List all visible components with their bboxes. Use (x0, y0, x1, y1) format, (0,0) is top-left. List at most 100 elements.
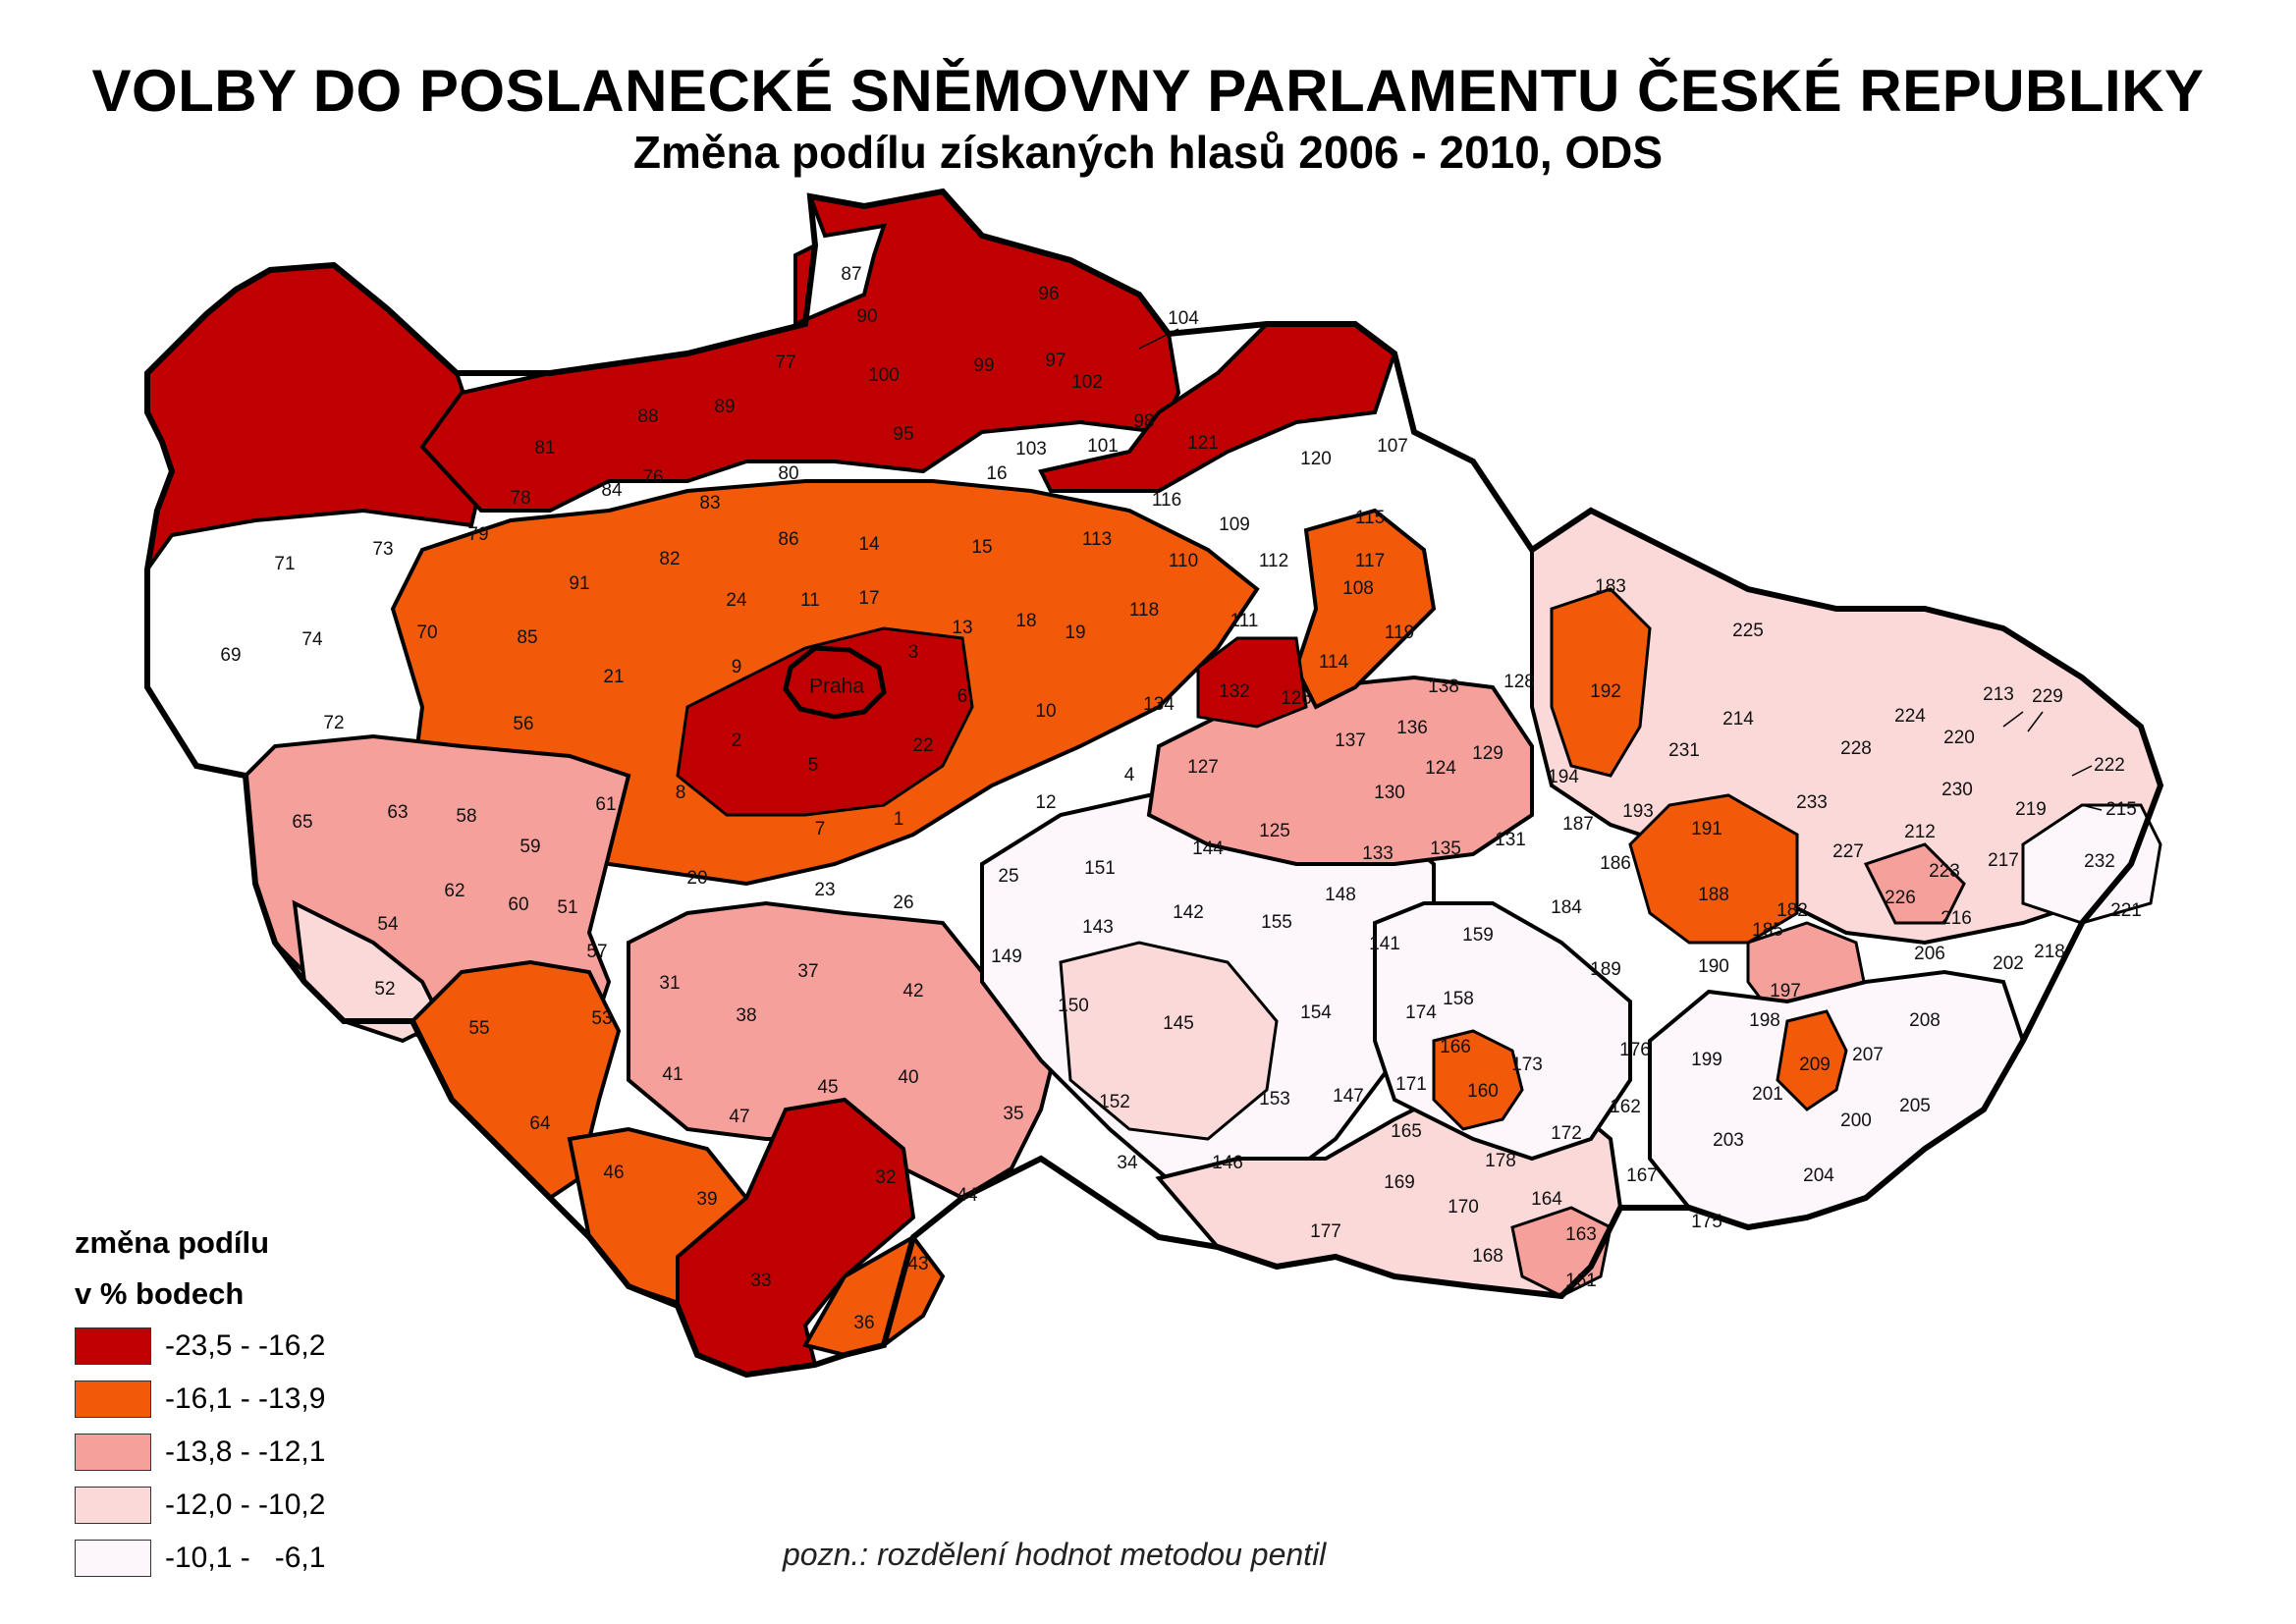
district-label: 171 (1395, 1074, 1427, 1095)
region-west-dark (145, 262, 489, 571)
region-east-pink (1863, 842, 1966, 925)
district-label: 227 (1832, 841, 1864, 862)
district-label: 203 (1713, 1130, 1744, 1151)
district-label: 13 (952, 618, 972, 638)
district-label: 54 (377, 914, 399, 935)
district-label: 198 (1749, 1010, 1780, 1031)
district-label: 82 (659, 549, 680, 569)
district-label: 89 (714, 397, 735, 417)
district-label: 121 (1187, 433, 1219, 454)
legend-item: -12,0 - -10,2 (75, 1479, 325, 1532)
district-label: 14 (858, 534, 880, 555)
leader-line-104 (1138, 328, 1179, 350)
district-label: 8 (676, 783, 686, 803)
district-label: 100 (868, 365, 900, 386)
district-label: 201 (1752, 1084, 1783, 1105)
district-label: 205 (1899, 1096, 1931, 1116)
district-label: 19 (1065, 623, 1085, 643)
district-label: 131 (1495, 830, 1526, 850)
district-label: 117 (1355, 551, 1385, 571)
district-label: 9 (732, 657, 742, 677)
district-label: 112 (1259, 551, 1288, 571)
district-label: 128 (1503, 672, 1535, 692)
district-label: 187 (1562, 814, 1594, 835)
map-title: VOLBY DO POSLANECKÉ SNĚMOVNY PARLAMENTU … (91, 58, 2205, 124)
district-label: 146 (1212, 1153, 1243, 1173)
district-label: 212 (1904, 822, 1936, 842)
region-east-white (2021, 803, 2162, 925)
district-label: 170 (1448, 1197, 1479, 1218)
district-label: 202 (1993, 953, 2024, 974)
district-label: 62 (444, 881, 465, 901)
legend-swatch (75, 1434, 151, 1471)
district-label: 59 (519, 837, 540, 857)
region-south-bohemia (627, 900, 1064, 1201)
district-label: 172 (1551, 1123, 1582, 1144)
method-note: pozn.: rozdělení hodnot metodou pentil (783, 1537, 1327, 1572)
district-label: 73 (372, 539, 393, 560)
district-label: 208 (1909, 1010, 1941, 1031)
district-label: 144 (1192, 839, 1224, 859)
district-label: 164 (1531, 1189, 1562, 1210)
legend-item: -16,1 - -13,9 (75, 1373, 325, 1426)
district-label: 69 (220, 645, 241, 666)
district-label: 226 (1885, 888, 1916, 908)
district-label: 70 (416, 623, 437, 643)
district-label: 18 (1015, 611, 1036, 631)
map-subtitle: Změna podílu získaných hlasů 2006 - 2010… (632, 127, 1664, 178)
district-label: 96 (1038, 284, 1059, 304)
district-label: 229 (2032, 686, 2063, 707)
district-label: 33 (750, 1271, 771, 1291)
district-label: 176 (1619, 1040, 1651, 1060)
district-label: 147 (1333, 1086, 1364, 1107)
district-label: 63 (387, 802, 408, 823)
district-label: 110 (1169, 551, 1198, 571)
district-label: 53 (591, 1008, 612, 1029)
district-label: 218 (2034, 942, 2065, 962)
district-label: 162 (1610, 1097, 1641, 1117)
legend-range-label: -16,1 - -13,9 (165, 1382, 326, 1415)
district-label: 141 (1369, 934, 1400, 954)
district-label: 35 (1003, 1104, 1023, 1124)
district-label: 23 (814, 880, 835, 900)
district-label: 44 (957, 1185, 978, 1206)
district-label: 64 (529, 1113, 551, 1134)
district-label: 60 (508, 894, 528, 915)
district-label: 193 (1622, 801, 1654, 822)
district-label: 26 (893, 893, 913, 913)
district-label: 25 (998, 866, 1018, 887)
district-label: 109 (1219, 514, 1250, 535)
district-label: 188 (1698, 885, 1729, 905)
district-label: 76 (642, 467, 663, 488)
district-label: 38 (736, 1005, 756, 1026)
district-label: 83 (699, 493, 720, 514)
district-label: 165 (1391, 1121, 1422, 1142)
district-label: 194 (1548, 767, 1579, 787)
legend-swatch (75, 1327, 151, 1365)
district-label: 152 (1099, 1092, 1130, 1112)
district-label: 182 (1777, 900, 1808, 921)
district-label: 145 (1163, 1013, 1194, 1034)
district-label: 34 (1117, 1153, 1138, 1173)
legend-range-label: -10,1 - -6,1 (165, 1542, 326, 1574)
district-label: 22 (912, 735, 933, 756)
district-label: 41 (662, 1064, 683, 1085)
district-label: 119 (1385, 623, 1414, 643)
district-label: 153 (1259, 1089, 1290, 1110)
district-label: 47 (729, 1107, 749, 1127)
district-label: 126 (1281, 688, 1312, 709)
district-label: 42 (902, 981, 923, 1001)
district-label: 173 (1511, 1055, 1543, 1075)
district-label: 183 (1595, 576, 1626, 597)
district-label: 142 (1173, 902, 1204, 923)
district-label: 79 (467, 524, 488, 545)
legend-item: -23,5 - -16,2 (75, 1320, 325, 1373)
district-label: 11 (800, 590, 820, 611)
region-north-moravia-orange (1550, 587, 1652, 778)
legend-range-label: -23,5 - -16,2 (165, 1329, 326, 1362)
district-label: 214 (1722, 709, 1754, 730)
district-label: 113 (1082, 529, 1112, 550)
district-label: 80 (778, 463, 798, 484)
praha-outline (783, 645, 887, 720)
district-label: 192 (1590, 681, 1621, 702)
